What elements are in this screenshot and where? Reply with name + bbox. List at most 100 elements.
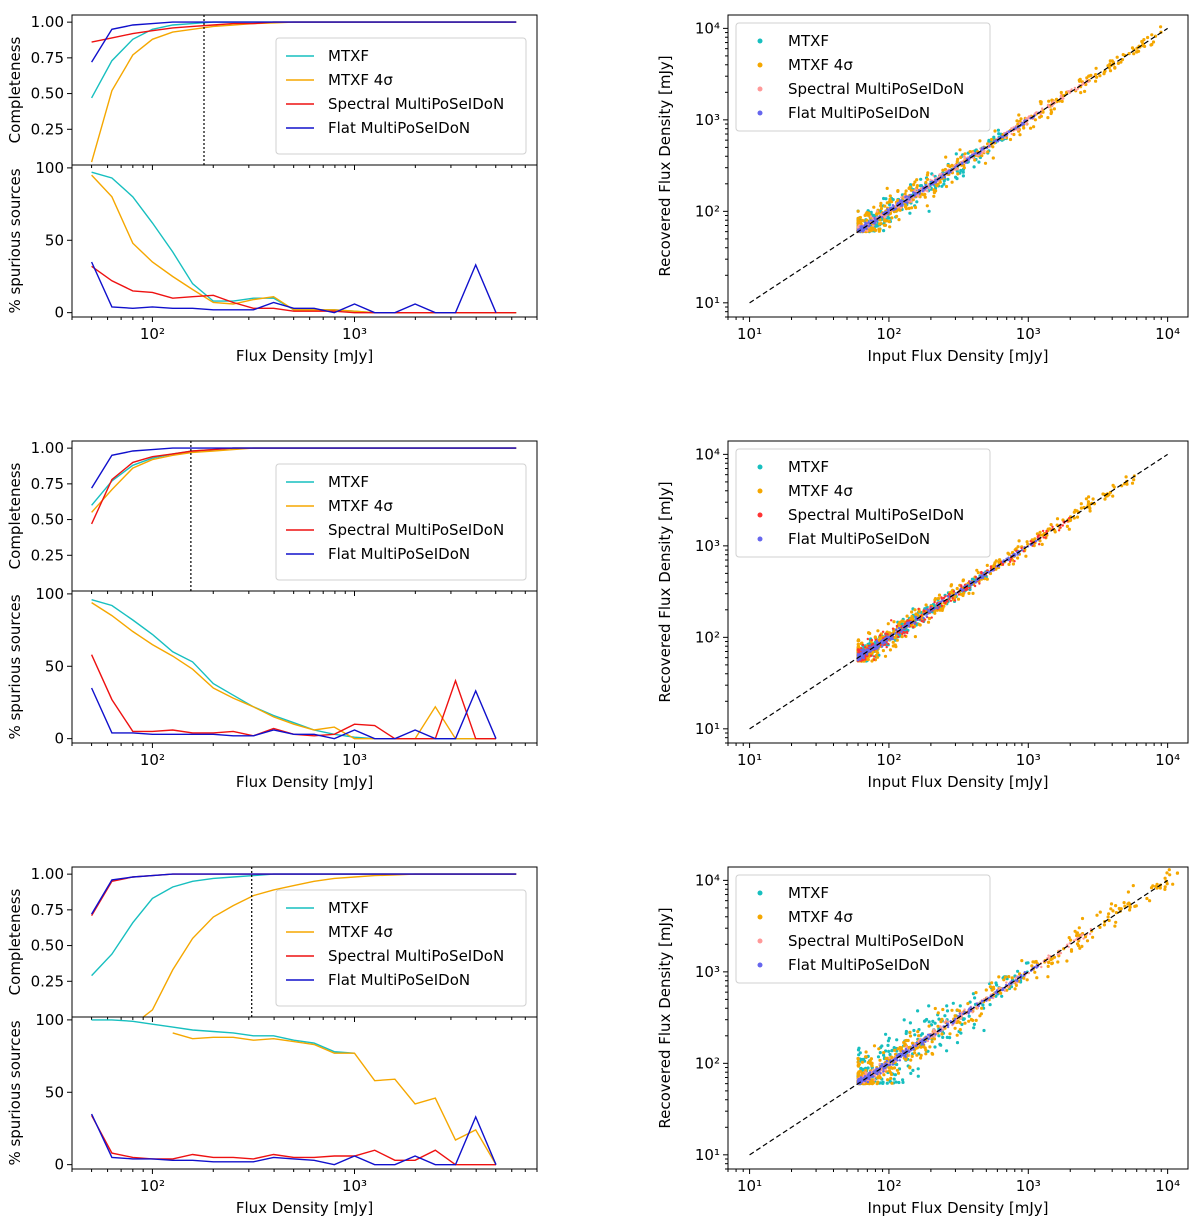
row3-scatter-point <box>1109 902 1114 906</box>
row2-completeness-ytick-label: 0.50 <box>31 511 64 529</box>
row1-scatter-point <box>879 222 883 226</box>
row1-scatter-point <box>890 200 894 204</box>
row3-scatter-point <box>937 1017 941 1021</box>
row3-scatter-point <box>1077 926 1081 930</box>
row2-scatter-point <box>1067 527 1071 531</box>
row1-scatter-point <box>865 222 868 225</box>
row2-scatter-point <box>897 626 901 630</box>
row3-completeness-ytick-label: 0.75 <box>31 901 64 919</box>
row3-scatter-point <box>916 1067 920 1071</box>
row2-scatter-point <box>1016 545 1020 549</box>
row2-scatter-point <box>866 637 869 641</box>
row2-scatter-point <box>865 653 869 656</box>
row2-scatter-point <box>1061 524 1065 527</box>
row3-spurious-xtick-label: 10² <box>140 1177 165 1195</box>
row2-scatter-legend-box <box>735 448 991 558</box>
row1-scatter-point <box>940 184 944 188</box>
row1-scatter-point <box>863 213 867 217</box>
row3-scatter-point <box>1126 902 1130 906</box>
row3-scatter-point <box>870 1064 874 1068</box>
row3-scatter-point <box>967 1008 971 1011</box>
row1-scatter-point <box>1041 107 1044 110</box>
row2-scatter-point <box>954 592 957 596</box>
row1-scatter-point <box>997 132 1001 136</box>
row3-scatter-point <box>869 1057 874 1061</box>
row3-scatter-identity-line <box>749 879 1168 1156</box>
row1-scatter-point <box>1039 100 1043 104</box>
row3-scatter-point <box>856 1073 861 1077</box>
row2-scatter-point <box>1049 523 1053 527</box>
row2-scatter-point <box>993 562 997 567</box>
row2-scatter-point <box>900 635 904 639</box>
row2-scatter-point <box>864 646 867 649</box>
row3-scatter-point <box>1114 904 1118 908</box>
row1-scatter-point <box>926 171 930 175</box>
row2-scatter-point <box>985 577 989 581</box>
row1-scatter-point <box>1159 25 1163 29</box>
row1-scatter-point <box>983 150 986 154</box>
row1-scatter-point <box>1027 116 1030 119</box>
row2-scatter-point <box>886 633 889 636</box>
row3-scatter-point <box>923 1046 927 1050</box>
row1-scatter-point <box>885 214 888 217</box>
row1-spurious-ytick-label: 100 <box>35 159 64 177</box>
row3-completeness-ylabel: Completeness <box>6 888 24 995</box>
row3-scatter-point <box>1128 905 1132 909</box>
row1-scatter-point <box>1115 55 1119 59</box>
row3-scatter-point <box>913 1051 917 1055</box>
row1-scatter-point <box>858 215 863 220</box>
row1-scatter-point <box>947 170 950 173</box>
row3-scatter-legend-label-3: Flat MultiPoSeIDoN <box>788 956 930 974</box>
row1-scatter-point <box>1113 66 1117 70</box>
row1-scatter-point <box>929 178 932 182</box>
row1-completeness-legend-label-0: MTXF <box>328 47 369 65</box>
row3-scatter-point <box>937 1034 941 1038</box>
row1-scatter-point <box>910 200 913 203</box>
row3-scatter-ylabel: Recovered Flux Density [mJy] <box>656 907 674 1128</box>
row2-scatter-legend-swatch-1 <box>757 488 763 494</box>
row3-scatter-point <box>938 1042 942 1046</box>
row3-scatter-point <box>932 1028 935 1031</box>
row1-completeness-legend-label-1: MTXF 4σ <box>328 71 393 89</box>
row1-scatter-point <box>961 170 965 174</box>
row3-scatter-point <box>927 1020 931 1024</box>
row2-spurious-panel: 0 50 100 10² 10³ % spurious sources Flux Densi… <box>6 585 538 791</box>
row1-scatter-legend: MTXF MTXF 4σ Spectral MultiPoSeIDoN Flat Mu… <box>735 22 991 132</box>
row1-scatter-legend-label-3: Flat MultiPoSeIDoN <box>788 104 930 122</box>
row3-scatter-point <box>969 1017 974 1022</box>
row2-scatter-point <box>897 635 900 639</box>
row2-scatter-point <box>1040 542 1044 547</box>
row3-scatter-point <box>864 1071 867 1074</box>
row2-scatter-point <box>955 586 959 591</box>
row3-scatter-point <box>892 1060 895 1064</box>
row1-scatter-point <box>967 157 970 161</box>
row1-scatter-point <box>1106 64 1110 68</box>
row1-scatter-point <box>900 196 903 199</box>
row2-completeness-legend-box <box>275 463 527 581</box>
row1-scatter-point <box>968 150 972 154</box>
row1-scatter-point <box>980 154 984 158</box>
row1-scatter-point <box>1008 130 1011 133</box>
row3-scatter-point <box>1076 944 1081 948</box>
row2-scatter-point <box>1072 510 1076 514</box>
row1-scatter-point <box>1074 88 1078 92</box>
row2-scatter-point <box>1041 529 1045 533</box>
row2-scatter-point <box>1125 482 1129 486</box>
row1-scatter-point <box>1083 89 1087 93</box>
row1-scatter-point <box>954 175 958 179</box>
row2-scatter-point <box>1006 551 1010 555</box>
row3-scatter-point <box>928 1045 932 1049</box>
row3-scatter-point <box>912 1028 916 1033</box>
row3-scatter-point <box>868 1074 871 1077</box>
row1-scatter-point <box>909 188 913 192</box>
row1-scatter-point <box>1052 107 1056 111</box>
row2-scatter-point <box>987 571 991 574</box>
row1-scatter-point <box>870 228 874 232</box>
row1-completeness-series-group <box>90 21 517 163</box>
row1-scatter-point <box>988 144 991 148</box>
row3-scatter-point <box>1088 932 1092 936</box>
row3-scatter-point <box>884 1062 887 1065</box>
row2-scatter-point <box>857 639 861 643</box>
row1-scatter-point <box>1108 69 1113 73</box>
row3-spurious-series-line-2 <box>90 1115 496 1166</box>
